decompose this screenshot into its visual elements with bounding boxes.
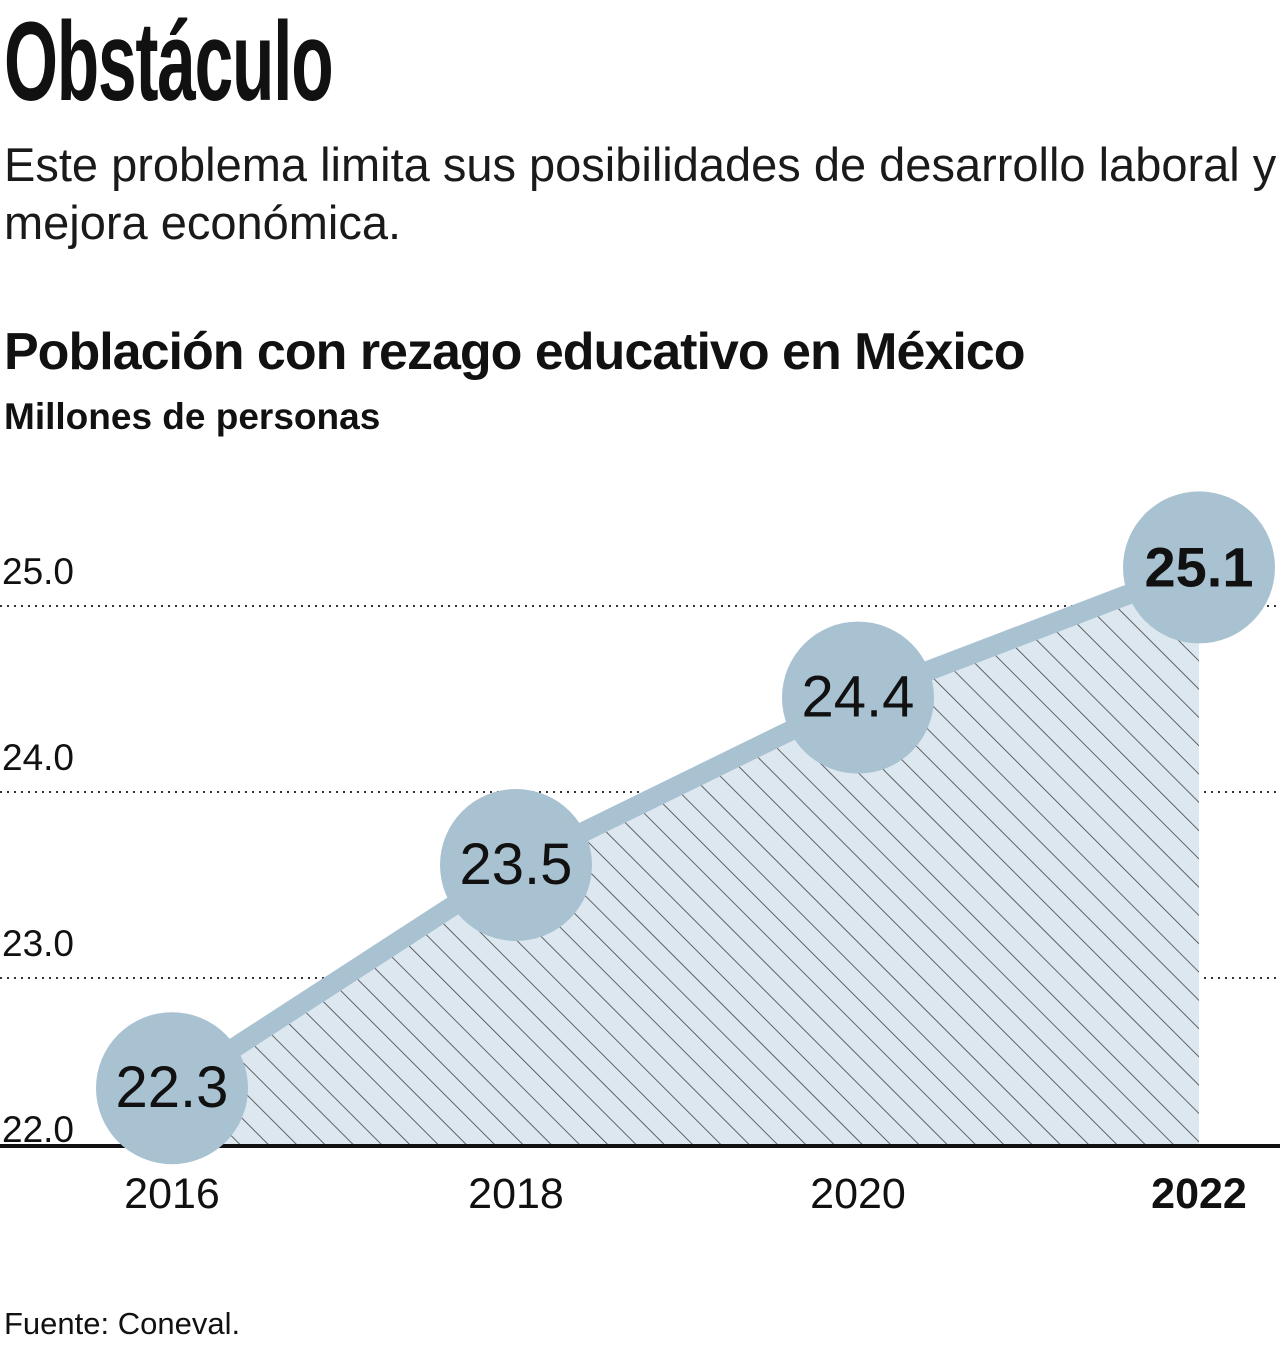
data-point-2016 xyxy=(96,1012,248,1165)
headline: Obstáculo xyxy=(4,0,334,124)
data-label-2022: 25.1 xyxy=(1145,535,1254,598)
area-shape xyxy=(172,567,1199,1144)
series-line xyxy=(162,557,1209,1099)
y-tick-label: 22.0 xyxy=(2,1109,74,1150)
y-tick-label: 25.0 xyxy=(2,551,74,592)
x-tick-label-2016: 2016 xyxy=(124,1170,220,1218)
area-fill xyxy=(172,567,1199,1144)
x-tick-label-2018: 2018 xyxy=(468,1170,564,1218)
data-points: 22.3 23.5 24.4 25.1 xyxy=(96,491,1275,1165)
data-label-2020: 24.4 xyxy=(802,665,915,730)
y-tick-label: 24.0 xyxy=(2,737,74,778)
y-tick-label: 23.0 xyxy=(2,923,74,964)
series-polyline xyxy=(162,557,1209,1099)
chart-title: Población con rezago educativo en México xyxy=(4,323,1025,381)
data-label-2018: 23.5 xyxy=(460,832,573,897)
data-point-2018 xyxy=(440,789,592,941)
source-note: Fuente: Coneval. xyxy=(4,1306,241,1341)
data-label-2016: 22.3 xyxy=(116,1055,229,1120)
x-tick-label-2022: 2022 xyxy=(1151,1170,1247,1218)
x-axis: 2016 2018 2020 2022 xyxy=(0,1144,1280,1218)
data-point-2020 xyxy=(782,621,934,774)
chart-subtitle: Millones de personas xyxy=(4,396,381,437)
x-tick-label-2020: 2020 xyxy=(810,1170,906,1218)
deck-text: Este problema limita sus posibilidades d… xyxy=(4,138,1277,249)
data-point-2022 xyxy=(1123,491,1275,644)
gridlines: 22.0 23.0 24.0 25.0 xyxy=(0,551,1280,1150)
